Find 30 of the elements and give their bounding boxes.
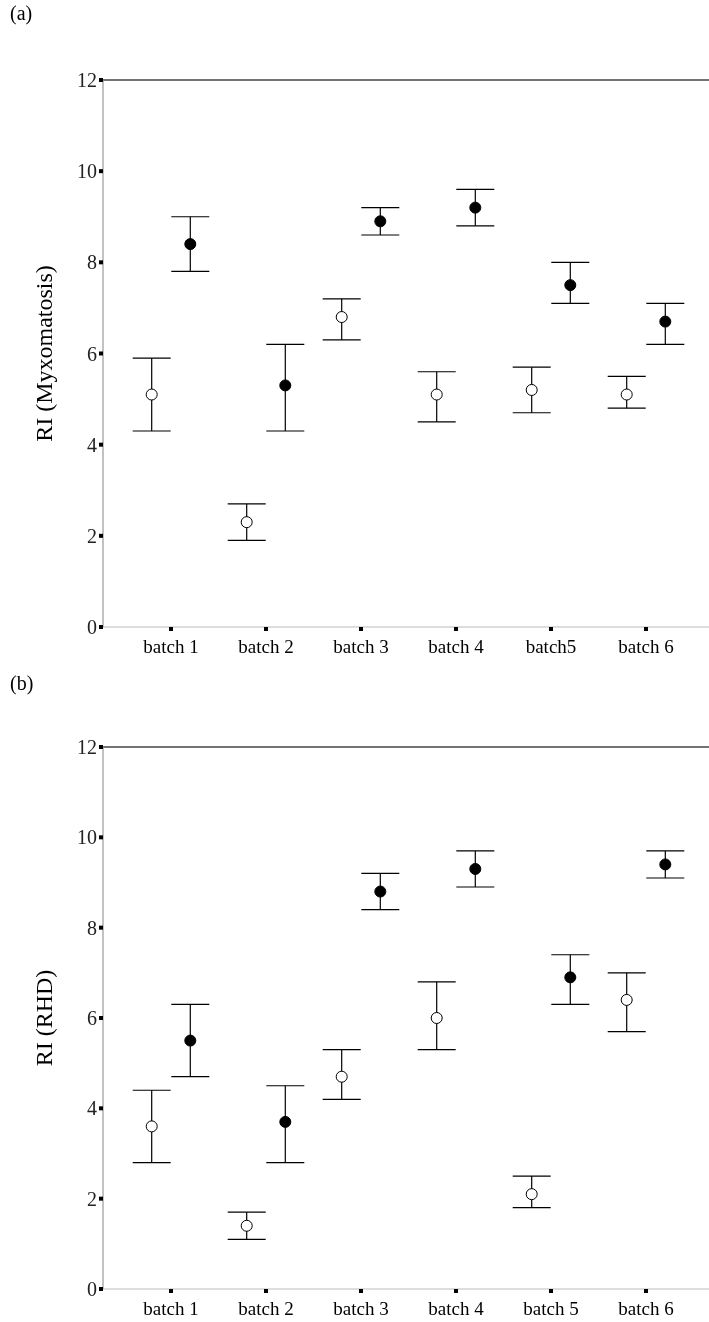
y-tick-label: 2 [87, 1187, 97, 1210]
y-tick-label: 4 [87, 433, 97, 456]
x-tick-label: batch 1 [143, 636, 199, 657]
y-tick-label: 10 [77, 160, 97, 183]
x-tick-label: batch 3 [333, 1298, 389, 1319]
y-tick-label: 0 [87, 1278, 97, 1300]
y-tick-label: 8 [87, 916, 97, 939]
y-axis-title: RI (RHD) [31, 969, 57, 1067]
x-tick-label: batch 5 [523, 1298, 579, 1319]
chart-title: (b) [10, 672, 34, 695]
x-tick-label: batch5 [525, 636, 577, 657]
chart-title: (a) [10, 2, 33, 25]
y-tick-label: 8 [87, 251, 97, 274]
y-tick-label: 6 [87, 1007, 97, 1029]
x-tick-label: batch 4 [428, 636, 485, 657]
y-tick-label: 12 [77, 69, 97, 91]
y-tick-label: 2 [87, 524, 97, 547]
y-axis-title: RI (Myxomatosis) [31, 265, 57, 442]
x-tick-label: batch 3 [333, 636, 389, 657]
y-tick-label: 10 [77, 826, 97, 849]
x-tick-label: batch 6 [618, 636, 674, 657]
x-tick-label: batch 6 [618, 1298, 674, 1319]
x-tick-label: batch 4 [428, 1298, 485, 1319]
y-tick-label: 6 [87, 342, 97, 365]
y-tick-label: 0 [87, 616, 97, 638]
x-tick-label: batch 2 [238, 1298, 294, 1319]
y-tick-label: 4 [87, 1097, 97, 1120]
y-tick-label: 12 [77, 736, 97, 758]
x-tick-label: batch 1 [143, 1298, 199, 1319]
x-tick-label: batch 2 [238, 636, 294, 657]
